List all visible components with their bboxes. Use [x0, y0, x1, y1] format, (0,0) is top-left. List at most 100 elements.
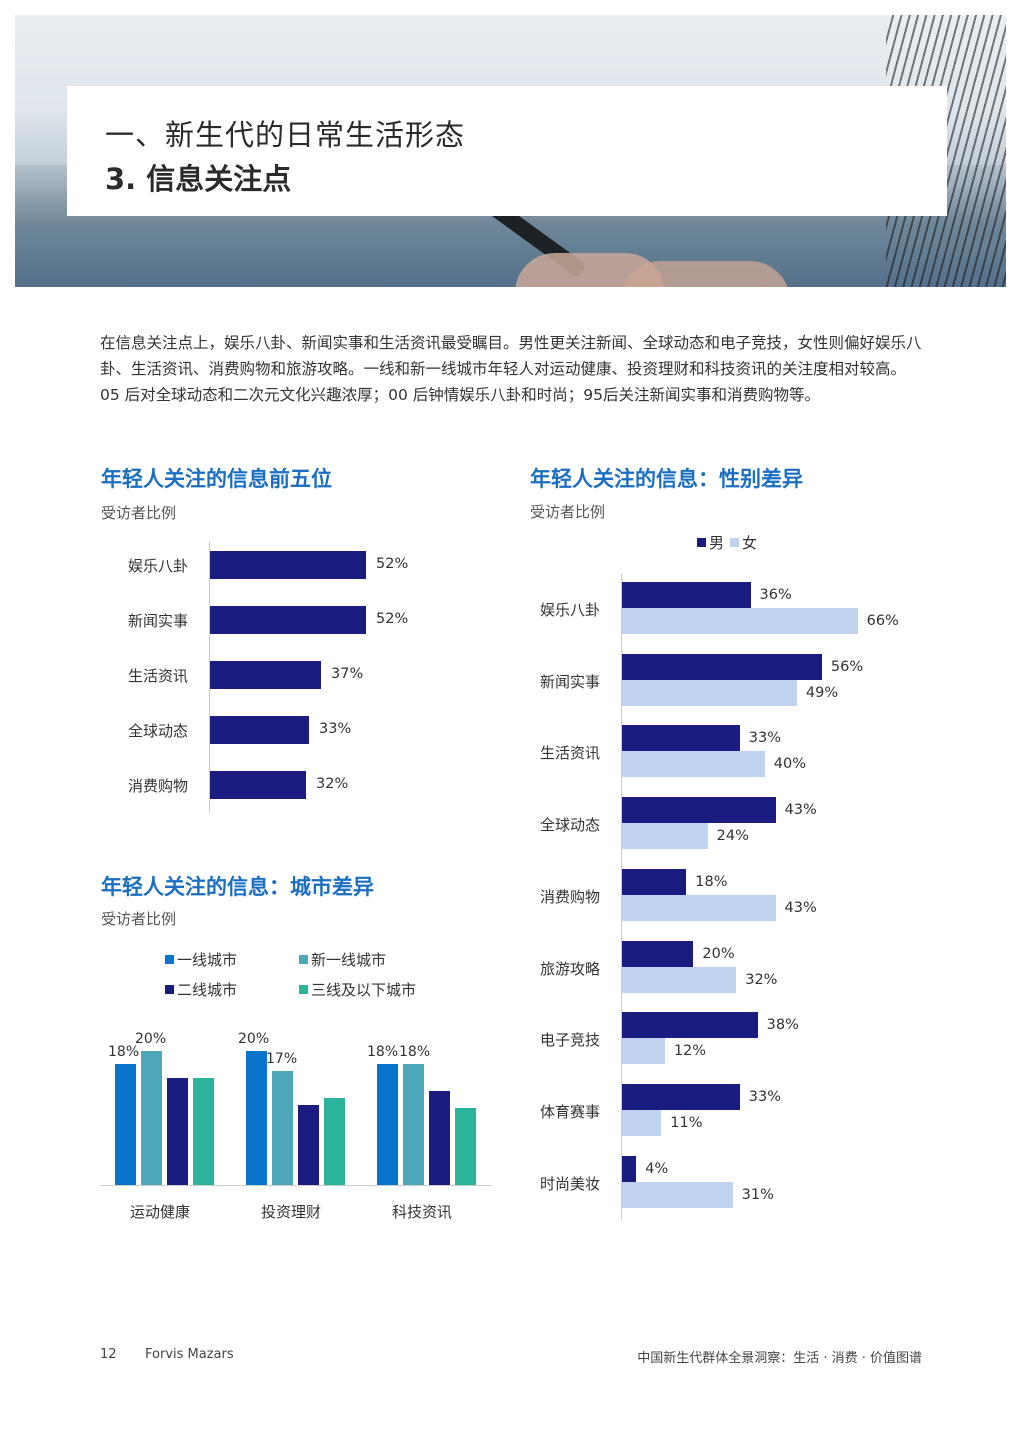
- chart-gender-category-label: 新闻实事: [540, 672, 601, 691]
- chart-top5-bar: [210, 661, 321, 689]
- chart-gender-value-label: 31%: [741, 1186, 774, 1203]
- chart-gender-subtitle: 受访者比例: [530, 503, 606, 521]
- chart-city-value-label: 18%: [399, 1044, 431, 1061]
- chart-top5-category-label: 新闻实事: [128, 612, 189, 630]
- chart-city-legend-item: 一线城市: [165, 949, 299, 970]
- chart-gender-value-label: 12%: [673, 1043, 707, 1060]
- chart-gender-value-label: 33%: [748, 1088, 782, 1105]
- chart-gender-category-label: 体育赛事: [540, 1102, 601, 1121]
- legend-swatch: [697, 538, 706, 547]
- chart-gender-value-label: 4%: [645, 1160, 669, 1177]
- chart-gender-bar-male: [622, 1083, 740, 1110]
- legend-label: 一线城市: [177, 951, 238, 969]
- chart-gender-category-label: 时尚美妆: [540, 1174, 601, 1193]
- chart-gender-value-label: 38%: [766, 1017, 799, 1034]
- chart-gender-bar-female: [622, 894, 776, 921]
- chart-top5-title: 年轻人关注的信息前五位: [101, 467, 332, 491]
- chart-gender-value-label: 56%: [830, 658, 864, 675]
- legend-swatch: [165, 955, 174, 964]
- hero-hand-2: [620, 261, 790, 287]
- chart-city-bar: [403, 1064, 424, 1185]
- chart-gender-category-label: 旅游攻略: [540, 959, 601, 978]
- chart-gender-value-label: 32%: [745, 971, 778, 988]
- footer-brand: Forvis Mazars: [145, 1347, 234, 1362]
- legend-swatch: [165, 985, 174, 994]
- legend-swatch: [299, 955, 308, 964]
- legend-label: 新一线城市: [311, 951, 387, 969]
- chart-city-bar: [377, 1064, 398, 1185]
- chart-city-value-label: 17%: [266, 1051, 298, 1068]
- chart-gender-value-label: 49%: [805, 684, 839, 701]
- chart-city-bar: [115, 1064, 136, 1185]
- chart-top5-value-label: 52%: [376, 556, 409, 572]
- chart-gender-legend-item: 男: [697, 532, 724, 553]
- legend-label: 女: [742, 534, 758, 552]
- chart-gender-bar-female: [622, 608, 858, 634]
- chart-city-bar: [193, 1077, 214, 1185]
- chart-gender-value-label: 43%: [784, 802, 817, 819]
- chart-gender-title: 年轻人关注的信息：性别差异: [530, 467, 803, 491]
- chart-city-bar: [429, 1091, 450, 1185]
- chart-city-value-label: 20%: [135, 1031, 167, 1047]
- chart-city-bar: [272, 1071, 293, 1185]
- chart-gender-bar-male: [622, 940, 694, 967]
- section-title: 一、新生代的日常生活形态: [105, 118, 466, 152]
- chart-top5-bar: [210, 551, 366, 579]
- chart-gender-value-label: 11%: [670, 1114, 703, 1131]
- chart-city-category-label: 科技资讯: [392, 1203, 453, 1221]
- chart-city-bar: [324, 1097, 345, 1185]
- chart-gender-value-label: 66%: [866, 613, 899, 629]
- title-box: 一、新生代的日常生活形态 3. 信息关注点: [67, 86, 947, 216]
- chart-top5-bar: [210, 606, 366, 634]
- chart-top5-category-label: 全球动态: [128, 722, 189, 740]
- chart-city-value-label: 18%: [108, 1044, 140, 1061]
- chart-gender-value-label: 24%: [716, 828, 749, 845]
- chart-gender-category-label: 消费购物: [540, 887, 601, 906]
- legend-label: 男: [709, 534, 725, 552]
- chart-city-value-label: 18%: [367, 1044, 399, 1061]
- chart-gender-category-label: 生活资讯: [540, 744, 601, 763]
- chart-gender-bar-female: [622, 823, 708, 850]
- chart-top5-category-label: 消费购物: [128, 777, 189, 795]
- chart-city-bar: [141, 1051, 162, 1185]
- chart-gender-value-label: 18%: [695, 873, 728, 890]
- legend-label: 二线城市: [177, 981, 238, 999]
- chart-city-bar: [246, 1051, 267, 1185]
- chart-top5-value-label: 37%: [331, 666, 364, 682]
- chart-city-axis: [100, 1185, 492, 1186]
- chart-top5-value-label: 32%: [316, 776, 349, 792]
- chart-city-bar: [167, 1077, 188, 1185]
- chart-gender-value-label: 20%: [702, 945, 735, 962]
- chart-city-bar: [298, 1104, 319, 1185]
- subsection-title: 3. 信息关注点: [105, 162, 292, 196]
- chart-gender-bar-male: [622, 653, 822, 680]
- chart-gender-bar-female: [622, 1109, 662, 1136]
- chart-top5-value-label: 52%: [376, 611, 409, 627]
- chart-gender-legend: 男女: [697, 532, 763, 553]
- chart-city-legend-item: 二线城市: [165, 979, 299, 1000]
- chart-gender-bar-male: [622, 1012, 758, 1039]
- chart-city-value-label: 20%: [238, 1031, 270, 1047]
- legend-swatch: [299, 985, 308, 994]
- chart-city-category-label: 运动健康: [130, 1203, 191, 1221]
- chart-gender-bar-female: [622, 1038, 665, 1065]
- legend-label: 三线及以下城市: [311, 981, 417, 999]
- chart-top5-bar: [210, 771, 306, 799]
- chart-top5-subtitle: 受访者比例: [101, 504, 177, 522]
- footer-report-title: 中国新生代群体全景洞察：生活 · 消费 · 价值图谱: [637, 1351, 922, 1366]
- chart-gender-category-label: 娱乐八卦: [540, 601, 601, 619]
- hero-water: [15, 225, 1006, 287]
- chart-gender-bar-male: [622, 725, 740, 752]
- chart-city-bar: [455, 1107, 476, 1185]
- chart-gender-bar-female: [622, 751, 765, 778]
- chart-top5-value-label: 33%: [319, 721, 352, 737]
- chart-top5-category-label: 娱乐八卦: [128, 557, 189, 575]
- chart-city-legend-item: 三线及以下城市: [299, 979, 416, 1000]
- chart-city-subtitle: 受访者比例: [101, 910, 177, 928]
- chart-gender-axis: [621, 574, 622, 1220]
- chart-top5-category-label: 生活资讯: [128, 667, 189, 685]
- legend-swatch: [730, 538, 740, 547]
- chart-gender-bar-female: [622, 966, 737, 993]
- chart-gender-legend-item: 女: [730, 532, 757, 553]
- chart-gender-bar-male: [622, 797, 776, 824]
